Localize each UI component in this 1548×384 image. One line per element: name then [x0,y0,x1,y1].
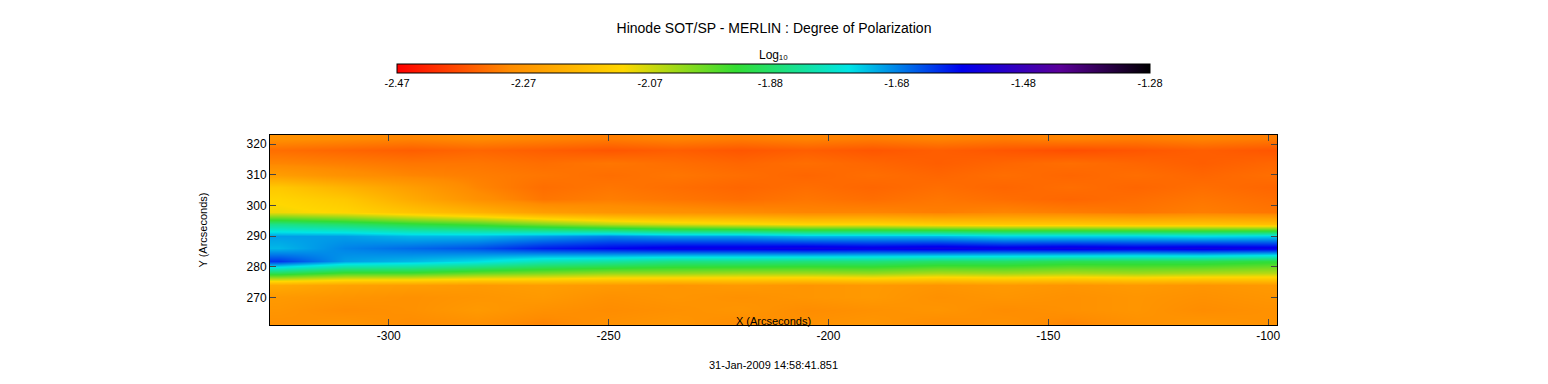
svg-text:280: 280 [247,260,267,274]
svg-text:-1.68: -1.68 [884,77,909,89]
svg-text:-1.88: -1.88 [758,77,783,89]
svg-text:320: 320 [247,137,267,151]
svg-text:290: 290 [247,229,267,243]
svg-text:Log₁₀: Log₁₀ [759,48,788,62]
svg-text:-2.07: -2.07 [638,77,663,89]
svg-text:-2.47: -2.47 [384,77,409,89]
svg-text:Hinode SOT/SP - MERLIN : Degre: Hinode SOT/SP - MERLIN : Degree of Polar… [617,20,932,36]
svg-text:-2.27: -2.27 [511,77,536,89]
svg-text:-1.28: -1.28 [1137,77,1162,89]
svg-text:Y (Arcseconds): Y (Arcseconds) [197,193,209,268]
svg-text:-250: -250 [597,329,621,343]
svg-text:-200: -200 [816,329,840,343]
svg-text:-1.48: -1.48 [1011,77,1036,89]
svg-text:-100: -100 [1256,329,1280,343]
svg-text:270: 270 [247,291,267,305]
svg-text:-150: -150 [1036,329,1060,343]
svg-text:-300: -300 [377,329,401,343]
svg-text:310: 310 [247,168,267,182]
svg-text:X (Arcseconds): X (Arcseconds) [736,315,811,327]
svg-text:300: 300 [247,199,267,213]
svg-text:31-Jan-2009 14:58:41.851: 31-Jan-2009 14:58:41.851 [709,359,838,371]
